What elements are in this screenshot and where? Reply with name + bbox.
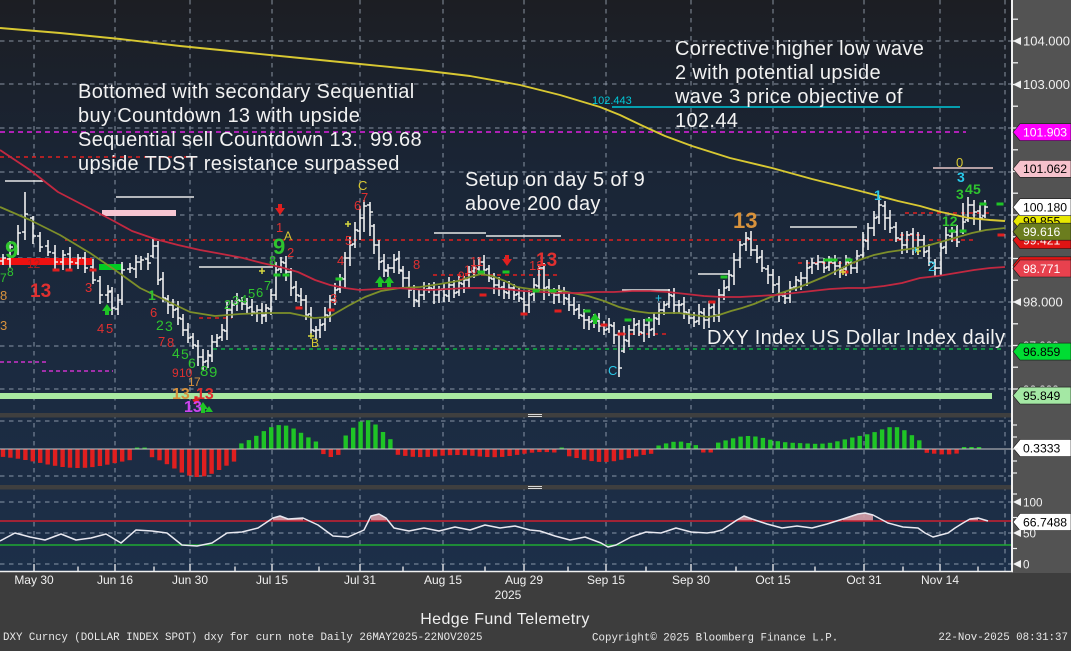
svg-text:2: 2 — [224, 297, 231, 312]
svg-text:13: 13 — [30, 281, 51, 302]
svg-text:98.771: 98.771 — [1023, 262, 1060, 276]
svg-text:12: 12 — [529, 258, 543, 273]
svg-text:A: A — [284, 229, 292, 243]
svg-text:1: 1 — [874, 187, 882, 203]
svg-text:May 30: May 30 — [14, 573, 54, 587]
svg-text:3: 3 — [957, 169, 965, 185]
svg-text:10: 10 — [179, 366, 193, 380]
svg-text:Oct 15: Oct 15 — [755, 573, 791, 587]
svg-text:8: 8 — [0, 288, 7, 303]
svg-text:8: 8 — [413, 257, 420, 272]
svg-text:6: 6 — [188, 355, 196, 371]
svg-text:+: + — [655, 291, 662, 305]
svg-text:Jun 30: Jun 30 — [172, 573, 208, 587]
svg-text:100: 100 — [1023, 497, 1043, 510]
svg-text:22-Nov-2025 08:31:37: 22-Nov-2025 08:31:37 — [938, 632, 1068, 644]
svg-text:6: 6 — [150, 305, 157, 320]
svg-text:5: 5 — [248, 286, 255, 301]
svg-text:DXY Index US Dollar Index dail: DXY Index US Dollar Index daily — [707, 327, 1005, 349]
svg-text:1: 1 — [148, 287, 156, 303]
svg-text:2: 2 — [928, 258, 936, 274]
svg-text:0: 0 — [1023, 559, 1030, 572]
svg-text:96.859: 96.859 — [1023, 345, 1060, 359]
svg-text:13: 13 — [184, 399, 202, 416]
svg-text:0: 0 — [956, 155, 963, 170]
svg-text:12: 12 — [942, 213, 958, 229]
svg-text:102.443: 102.443 — [592, 95, 632, 107]
svg-text:10: 10 — [464, 263, 478, 277]
svg-text:Jul 31: Jul 31 — [344, 573, 376, 587]
svg-text:Aug 29: Aug 29 — [505, 573, 543, 587]
svg-text:Aug 15: Aug 15 — [424, 573, 462, 587]
svg-text:1: 1 — [276, 220, 283, 235]
svg-text:9: 9 — [273, 234, 285, 259]
svg-text:6: 6 — [256, 285, 263, 300]
svg-text:8: 8 — [200, 363, 208, 380]
svg-text:7: 7 — [361, 190, 368, 205]
svg-text:3: 3 — [0, 318, 7, 333]
svg-text:8: 8 — [7, 265, 14, 279]
svg-text:Jul 15: Jul 15 — [256, 573, 288, 587]
svg-text:8: 8 — [167, 335, 174, 350]
svg-text:13: 13 — [172, 386, 190, 403]
svg-text:9: 9 — [5, 237, 18, 264]
svg-text:9: 9 — [458, 269, 465, 283]
svg-text:4: 4 — [240, 292, 247, 307]
svg-text:1: 1 — [188, 375, 195, 389]
svg-text:7: 7 — [264, 278, 271, 293]
svg-text:2: 2 — [156, 317, 164, 333]
svg-text:100.180: 100.180 — [1023, 201, 1067, 215]
svg-text:3: 3 — [165, 318, 173, 334]
svg-text:95.849: 95.849 — [1023, 389, 1060, 403]
svg-text:4: 4 — [965, 181, 973, 197]
svg-text:Copyright© 2025 Bloomberg Fina: Copyright© 2025 Bloomberg Finance L.P. — [592, 633, 838, 645]
svg-text:8: 8 — [269, 253, 276, 268]
svg-text:+: + — [912, 243, 919, 257]
svg-text:DXY Curncy (DOLLAR INDEX SPOT): DXY Curncy (DOLLAR INDEX SPOT) dxy for c… — [3, 632, 482, 644]
svg-text:3: 3 — [85, 280, 92, 295]
svg-text:B: B — [311, 336, 319, 350]
svg-text:Sep 15: Sep 15 — [587, 573, 625, 587]
svg-text:2025: 2025 — [495, 588, 522, 602]
svg-text:104.000: 104.000 — [1023, 34, 1070, 49]
svg-text:50: 50 — [1023, 528, 1037, 541]
svg-text:13: 13 — [536, 250, 557, 271]
svg-text:13: 13 — [733, 208, 757, 233]
svg-text:9: 9 — [172, 366, 179, 380]
svg-text:103.000: 103.000 — [1023, 77, 1070, 92]
svg-text:7: 7 — [158, 334, 165, 349]
svg-text:3: 3 — [330, 291, 337, 306]
svg-text:7: 7 — [194, 375, 201, 389]
svg-text:101.903: 101.903 — [1023, 126, 1067, 140]
svg-text:3: 3 — [232, 293, 239, 308]
svg-text:98.000: 98.000 — [1023, 295, 1063, 310]
svg-text:66.7488: 66.7488 — [1023, 515, 1067, 529]
svg-text:7: 7 — [0, 271, 7, 285]
svg-text:5: 5 — [181, 346, 189, 362]
svg-text:13: 13 — [196, 386, 214, 403]
svg-text:11: 11 — [470, 254, 484, 269]
svg-text:C: C — [358, 178, 367, 193]
svg-text:12: 12 — [27, 257, 41, 271]
svg-text:3: 3 — [956, 186, 964, 202]
svg-text:Jun 16: Jun 16 — [97, 573, 133, 587]
svg-text:6: 6 — [354, 198, 361, 213]
svg-text:4: 4 — [172, 345, 180, 361]
svg-text:9: 9 — [209, 364, 217, 381]
svg-text:99.616: 99.616 — [1023, 225, 1060, 239]
svg-text:Sep 30: Sep 30 — [672, 573, 710, 587]
svg-text:5: 5 — [973, 181, 981, 197]
svg-text:101.062: 101.062 — [1023, 162, 1067, 176]
svg-text:Oct 31: Oct 31 — [846, 573, 882, 587]
svg-text:5: 5 — [106, 321, 113, 336]
svg-text:Nov 14: Nov 14 — [921, 573, 959, 587]
svg-text:5: 5 — [345, 233, 352, 248]
svg-text:C: C — [608, 363, 617, 378]
svg-text:0.3333: 0.3333 — [1023, 441, 1060, 455]
svg-text:4: 4 — [337, 253, 344, 268]
svg-text:4: 4 — [97, 321, 104, 336]
svg-text:2: 2 — [287, 245, 294, 260]
svg-text:Hedge Fund Telemetry: Hedge Fund Telemetry — [420, 611, 590, 628]
